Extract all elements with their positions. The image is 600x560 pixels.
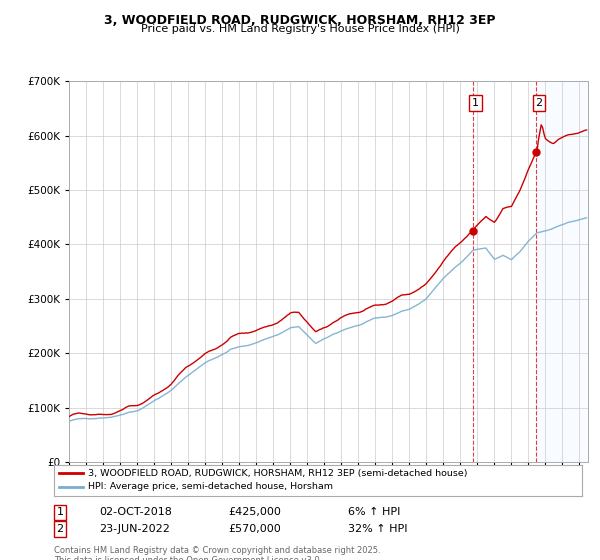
Text: £425,000: £425,000 <box>228 507 281 517</box>
Text: 2: 2 <box>535 98 542 108</box>
Text: 02-OCT-2018: 02-OCT-2018 <box>99 507 172 517</box>
Text: 3, WOODFIELD ROAD, RUDGWICK, HORSHAM, RH12 3EP (semi-detached house): 3, WOODFIELD ROAD, RUDGWICK, HORSHAM, RH… <box>88 469 468 478</box>
Text: Contains HM Land Registry data © Crown copyright and database right 2025.
This d: Contains HM Land Registry data © Crown c… <box>54 546 380 560</box>
Text: 2: 2 <box>56 524 64 534</box>
Text: £570,000: £570,000 <box>228 524 281 534</box>
Text: 23-JUN-2022: 23-JUN-2022 <box>99 524 170 534</box>
Text: Price paid vs. HM Land Registry's House Price Index (HPI): Price paid vs. HM Land Registry's House … <box>140 24 460 34</box>
Text: HPI: Average price, semi-detached house, Horsham: HPI: Average price, semi-detached house,… <box>88 483 334 492</box>
Text: 6% ↑ HPI: 6% ↑ HPI <box>348 507 400 517</box>
Text: 1: 1 <box>56 507 64 517</box>
Text: 3, WOODFIELD ROAD, RUDGWICK, HORSHAM, RH12 3EP: 3, WOODFIELD ROAD, RUDGWICK, HORSHAM, RH… <box>104 14 496 27</box>
Text: 32% ↑ HPI: 32% ↑ HPI <box>348 524 407 534</box>
Bar <box>536 81 588 462</box>
Text: 1: 1 <box>472 98 479 108</box>
